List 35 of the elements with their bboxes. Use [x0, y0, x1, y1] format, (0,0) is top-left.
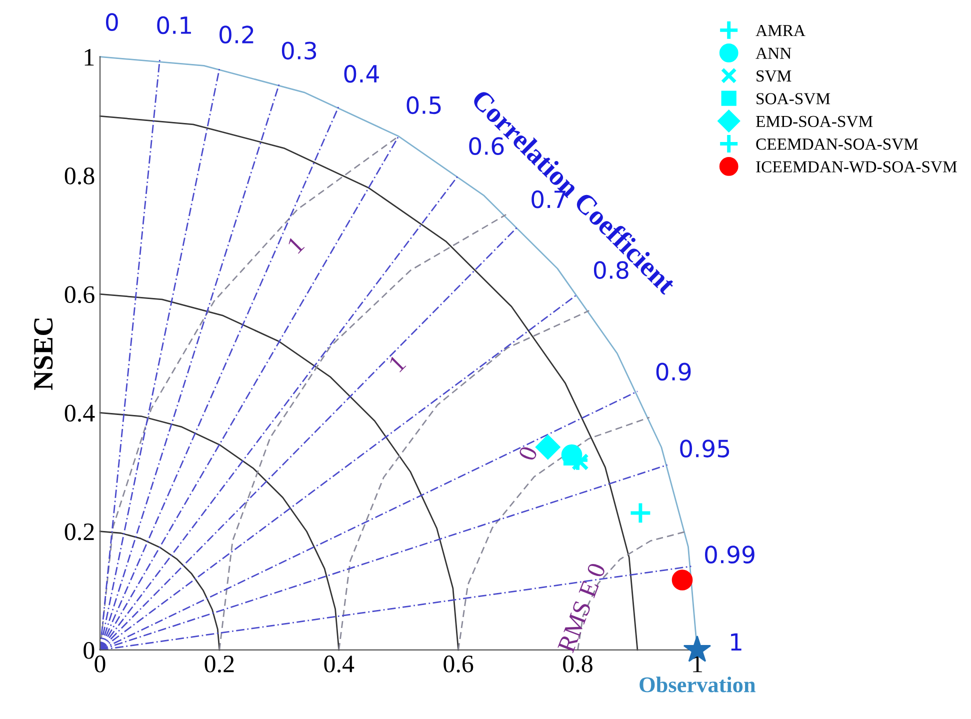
annotation: RMS E 0 — [557, 562, 606, 654]
x-tick-label: 1 — [693, 656, 702, 672]
annotation: 0.2 — [220, 26, 254, 44]
x-tick-label: 0.4 — [324, 656, 354, 673]
legend-label: SOA-SVM — [756, 93, 830, 104]
legend-label: SVM — [756, 70, 792, 82]
annotation: 1 — [286, 236, 305, 254]
annotation: 0 — [106, 13, 118, 32]
y-tick-label: 0.2 — [64, 523, 94, 540]
x-tick-label: 0.8 — [563, 656, 592, 673]
y-tick-label: 1 — [84, 48, 94, 66]
x-axis-title: Observation — [640, 676, 756, 692]
y-tick-label: 0.6 — [64, 286, 94, 304]
annotation: 0.95 — [680, 440, 730, 458]
y-axis-title: NSEC — [34, 318, 53, 390]
annotation: 1 — [388, 354, 406, 372]
legend-label: ANN — [756, 48, 792, 59]
annotation: 0 — [518, 445, 538, 462]
legend-label: EMD-SOA-SVM — [756, 116, 873, 128]
y-tick-label: 0 — [84, 642, 94, 659]
y-tick-label: 0.8 — [64, 167, 94, 184]
legend-label: CEEMDAN-SOA-SVM — [756, 138, 918, 150]
x-tick-label: 0 — [94, 656, 106, 672]
y-tick-label: 0.4 — [64, 404, 95, 422]
annotation: 1 — [731, 633, 742, 651]
x-tick-label: 0.6 — [444, 656, 474, 673]
legend-label: ICEEMDAN-WD-SOA-SVM — [756, 161, 957, 173]
annotation: 0.4 — [344, 64, 379, 83]
x-tick-label: 0.2 — [204, 656, 234, 673]
annotation: 0.1 — [157, 16, 191, 34]
annotation: 0.9 — [656, 362, 691, 381]
annotation: 0.5 — [406, 96, 441, 114]
annotation: 0.99 — [705, 546, 754, 564]
legend-label: AMRA — [756, 25, 806, 36]
annotation: 0.3 — [282, 42, 316, 60]
